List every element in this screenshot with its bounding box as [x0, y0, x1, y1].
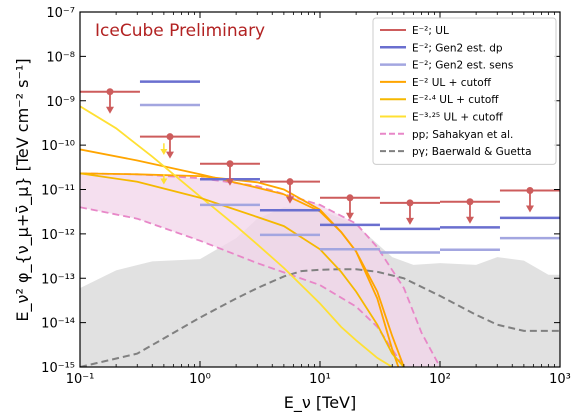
- x-tick-label-3: 10²: [429, 372, 451, 387]
- ul-arrow-head-1: [165, 151, 174, 159]
- pgamma-curve: [80, 268, 560, 367]
- ul-arrow-head-4: [345, 212, 354, 220]
- x-tick-label-4: 10³: [549, 372, 571, 387]
- ul-arrow-head-2: [225, 178, 234, 186]
- legend-label-5: E⁻³·²⁵ UL + cutoff: [412, 112, 503, 124]
- y-tick-label-8: 10⁻⁷: [46, 6, 75, 21]
- y-tick-label-2: 10⁻¹³: [41, 272, 75, 287]
- y-tick-label-7: 10⁻⁸: [46, 50, 75, 65]
- pp-band-fill: [80, 173, 440, 367]
- fill-layer: [80, 173, 560, 367]
- legend-label-0: E⁻²; UL: [412, 25, 449, 37]
- x-tick-label-1: 10⁰: [189, 372, 211, 387]
- ul-point-3: [286, 178, 294, 186]
- ul-point-0: [106, 88, 114, 96]
- pp-band-upper: [80, 172, 441, 367]
- tick-layer: 10⁻¹ 10⁰ 10¹ 10² 10³ 10⁻¹⁵ 10⁻¹⁴ 10⁻¹³ 10⁻¹² 10⁻¹…: [41, 6, 571, 387]
- ul-point-4: [346, 194, 354, 202]
- legend-box: [372, 17, 557, 165]
- legend-label-7: pγ; Baerwald & Guetta: [412, 146, 532, 158]
- legend: E⁻²; UL E⁻²; Gen2 est. dp E⁻²; Gen2 est. s…: [372, 17, 557, 165]
- ul-point-5: [406, 199, 414, 207]
- ul-point-7: [526, 186, 534, 194]
- cutoff-arrow-head-1: [160, 178, 168, 185]
- cutoff-curve-2: [80, 105, 393, 367]
- y-tick-label-1: 10⁻¹⁴: [41, 317, 75, 332]
- legend-label-3: E⁻² UL + cutoff: [412, 77, 492, 89]
- cutoff-arrow-head-0: [160, 148, 168, 155]
- ul-arrow-head-7: [525, 205, 534, 213]
- y-tick-label-6: 10⁻⁹: [46, 95, 75, 110]
- x-tick-label-0: 10⁻¹: [66, 372, 95, 387]
- y-tick-label-4: 10⁻¹¹: [41, 184, 75, 199]
- ul-arrow-head-3: [285, 196, 294, 204]
- legend-label-2: E⁻²; Gen2 est. sens: [412, 60, 513, 72]
- y-tick-label-0: 10⁻¹⁵: [41, 361, 75, 376]
- gray-band: [80, 207, 560, 367]
- x-tick-label-2: 10¹: [309, 372, 331, 387]
- y-axis-label: E_ν² φ_{ν_μ+ν̄_μ} [TeV cm⁻² s⁻¹]: [13, 58, 33, 321]
- y-tick-label-3: 10⁻¹²: [41, 228, 75, 243]
- ul-arrow-head-0: [105, 106, 114, 114]
- legend-label-4: E⁻²·⁴ UL + cutoff: [412, 94, 499, 106]
- annotation-label: IceCube Preliminary: [95, 21, 265, 41]
- legend-label-6: pp; Sahakyan et al.: [412, 129, 513, 141]
- marker-layer: [80, 80, 560, 254]
- ul-arrow-head-5: [405, 217, 414, 225]
- ul-point-1: [166, 133, 174, 141]
- ul-point-2: [226, 160, 234, 168]
- ul-point-6: [466, 198, 474, 206]
- pp-band-lower: [80, 206, 405, 367]
- legend-label-1: E⁻²; Gen2 est. dp: [412, 42, 503, 54]
- x-axis-label: E_ν [TeV]: [284, 393, 356, 413]
- y-tick-label-5: 10⁻¹⁰: [41, 139, 75, 154]
- ul-arrow-head-6: [465, 216, 474, 224]
